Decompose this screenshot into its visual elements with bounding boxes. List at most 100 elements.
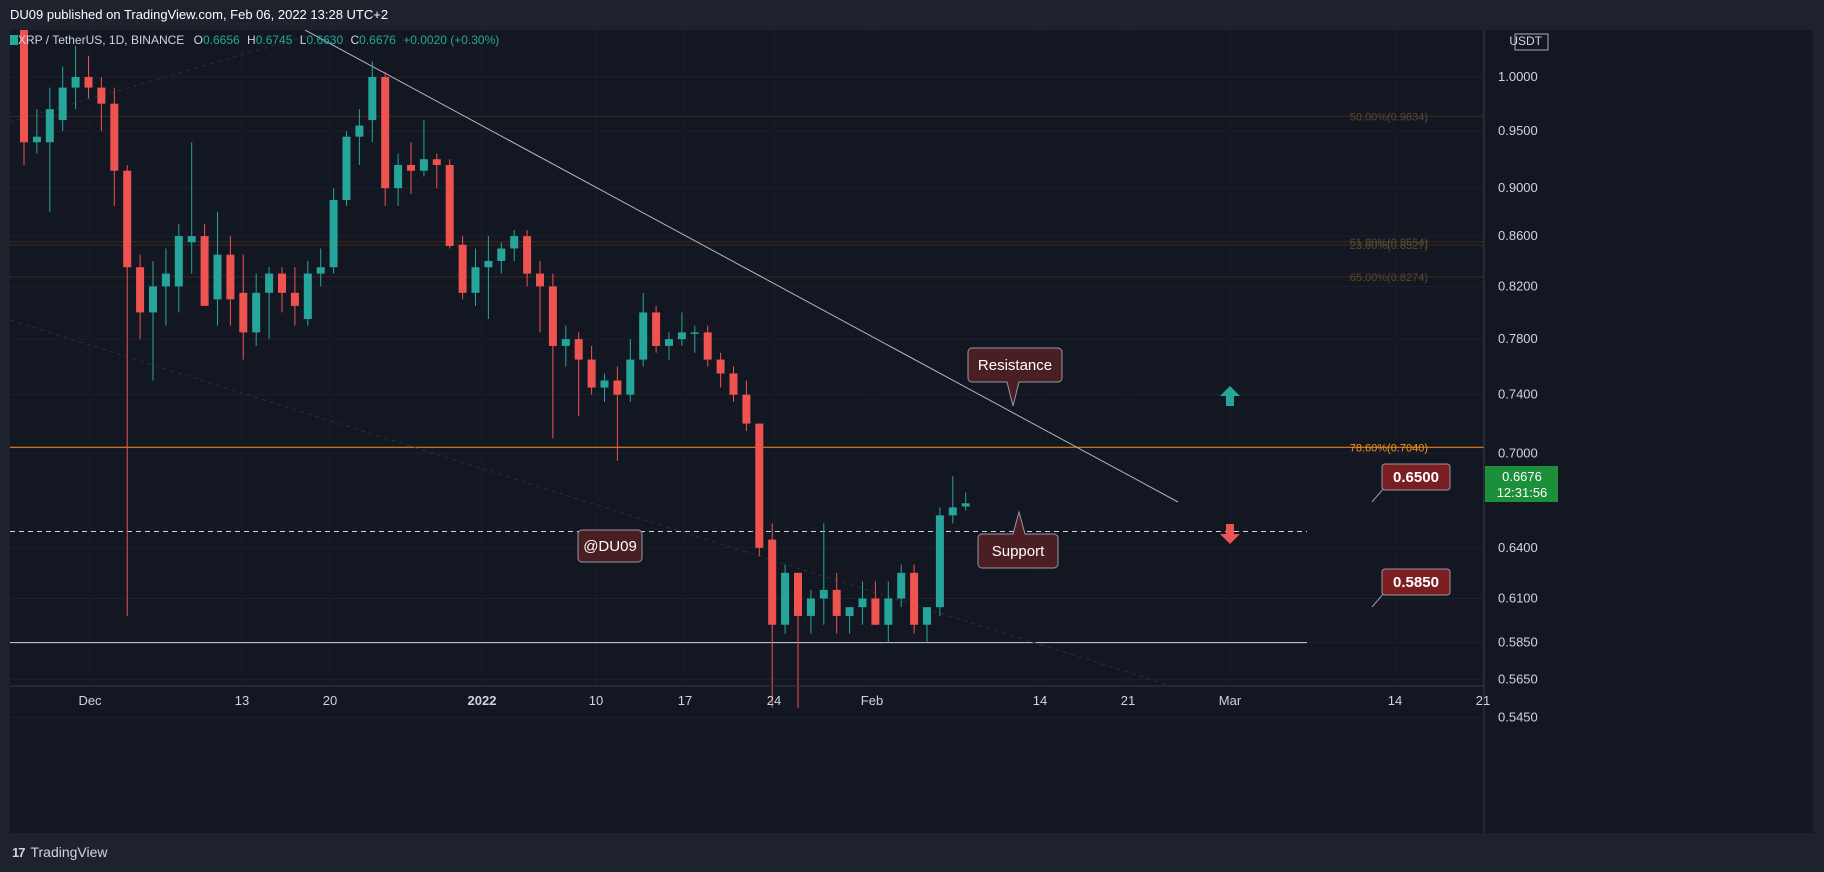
legend-symbol: XRP / TetherUS, 1D, BINANCE <box>18 33 184 47</box>
arrow-down-icon <box>1220 524 1240 544</box>
candle-body <box>497 248 506 261</box>
candle-body <box>123 170 132 268</box>
candle <box>174 223 183 313</box>
candle <box>84 56 93 99</box>
candle-body <box>342 136 351 200</box>
level-tag-upper[interactable]: 0.6500 <box>1371 463 1451 503</box>
candle-body <box>136 267 145 313</box>
candle-body <box>716 359 725 374</box>
candle-body <box>290 292 299 306</box>
candle-body <box>961 503 970 507</box>
time-tick-label: 13 <box>235 693 249 708</box>
candle <box>858 581 867 625</box>
price-tick-label: 0.5450 <box>1498 709 1538 724</box>
drawing-layer <box>10 30 1179 689</box>
candle <box>136 254 145 340</box>
candlestick-chart[interactable]: 50.00%(0.9634) 61.80%(0.8554)23.60%(0.852… <box>10 30 1813 833</box>
candle-body <box>652 312 661 346</box>
level-tag-lower[interactable]: 0.5850 <box>1371 568 1451 608</box>
candle <box>355 109 364 165</box>
candle <box>600 373 609 402</box>
candle-body <box>768 539 777 625</box>
candle <box>690 325 699 353</box>
candle <box>587 345 596 395</box>
candle-body <box>239 292 248 333</box>
bar-countdown: 12:31:56 <box>1497 485 1548 500</box>
candle-body <box>845 607 854 616</box>
price-tick-label: 1.0500 <box>1498 30 1538 33</box>
candle <box>897 564 906 608</box>
candle-body <box>819 589 828 599</box>
candle-body <box>703 332 712 360</box>
price-tick-label: 0.5650 <box>1498 671 1538 686</box>
time-ticks: Dec 13 20 2022 10 17 24 Feb 14 21 Mar 14 21 <box>78 693 1490 708</box>
candle-body <box>32 136 41 143</box>
candle <box>561 325 570 367</box>
legend-open-label: O <box>194 33 203 47</box>
last-price-value: 0.6676 <box>1502 469 1542 484</box>
candle-body <box>110 103 119 171</box>
candle <box>935 507 944 616</box>
legend-low-label: L <box>300 33 307 47</box>
footer-bar: 17 TradingView <box>0 833 1824 872</box>
candle-body <box>213 254 222 300</box>
time-tick-label: 14 <box>1033 693 1047 708</box>
candle <box>781 564 790 634</box>
candle-body <box>265 273 274 293</box>
legend-change: +0.0020 (+0.30%) <box>403 33 499 47</box>
chart-area[interactable]: 50.00%(0.9634) 61.80%(0.8554) 23.60%(0.852… <box>10 30 1813 833</box>
time-tick-label: 10 <box>589 693 603 708</box>
candle-body <box>149 286 157 313</box>
symbol-legend[interactable]: XRP / TetherUS, 1D, BINANCE O0.6656 H0.6… <box>10 33 499 47</box>
time-tick-label: 14 <box>1388 693 1402 708</box>
candle-body <box>58 87 67 121</box>
candle <box>45 87 54 212</box>
price-axis[interactable]: USDT <box>1483 30 1549 833</box>
level-tag-lower-text: 0.5850 <box>1393 574 1439 591</box>
candle <box>548 273 557 439</box>
publisher-text: DU09 published on TradingView.com, Feb 0… <box>10 7 389 22</box>
legend-high-label: H <box>247 33 256 47</box>
time-tick-label: 21 <box>1121 693 1135 708</box>
legend-high: 0.6745 <box>256 33 293 47</box>
candle <box>407 142 415 195</box>
candle <box>329 188 338 274</box>
time-tick-label: 20 <box>323 693 337 708</box>
candle-body <box>639 312 648 360</box>
candle-body <box>432 159 441 165</box>
resistance-label: Resistance <box>978 357 1052 374</box>
candle-body <box>665 339 673 346</box>
candle <box>806 589 815 634</box>
candle-body <box>871 598 880 625</box>
candle <box>871 581 880 625</box>
candle-body <box>419 159 428 171</box>
candle-body <box>948 507 957 516</box>
publisher-bar: DU09 published on TradingView.com, Feb 0… <box>0 0 1824 30</box>
annotation-layer: Resistance Support @DU09 <box>577 347 1451 608</box>
legend-open: 0.6656 <box>203 33 240 47</box>
price-tick-label: 0.9500 <box>1498 123 1538 138</box>
candle <box>923 607 931 643</box>
currency-label: USDT <box>1509 34 1542 48</box>
candle <box>32 109 41 154</box>
author-watermark[interactable]: @DU09 <box>577 529 643 563</box>
candle <box>639 292 648 367</box>
level-tag-upper-text: 0.6500 <box>1393 469 1439 486</box>
price-tick-label: 0.7000 <box>1498 445 1538 460</box>
tradingview-logo[interactable]: 17 TradingView <box>12 844 108 860</box>
candle <box>381 71 390 206</box>
candle-body <box>174 236 183 287</box>
candle <box>510 230 519 261</box>
candle-body <box>794 572 802 616</box>
candle-body <box>832 589 841 616</box>
fibonacci-level-label: 50.00%(0.9634) <box>1350 111 1428 123</box>
support-callout[interactable]: Support <box>977 510 1059 569</box>
candle <box>394 153 403 206</box>
candle-body <box>394 164 403 189</box>
resistance-callout[interactable]: Resistance <box>967 347 1063 407</box>
candle <box>161 248 170 326</box>
candle-body <box>690 332 699 334</box>
candle <box>665 332 673 360</box>
candle-body <box>600 380 609 388</box>
fibonacci-level-label: 23.60%(0.8527) <box>1350 240 1428 252</box>
